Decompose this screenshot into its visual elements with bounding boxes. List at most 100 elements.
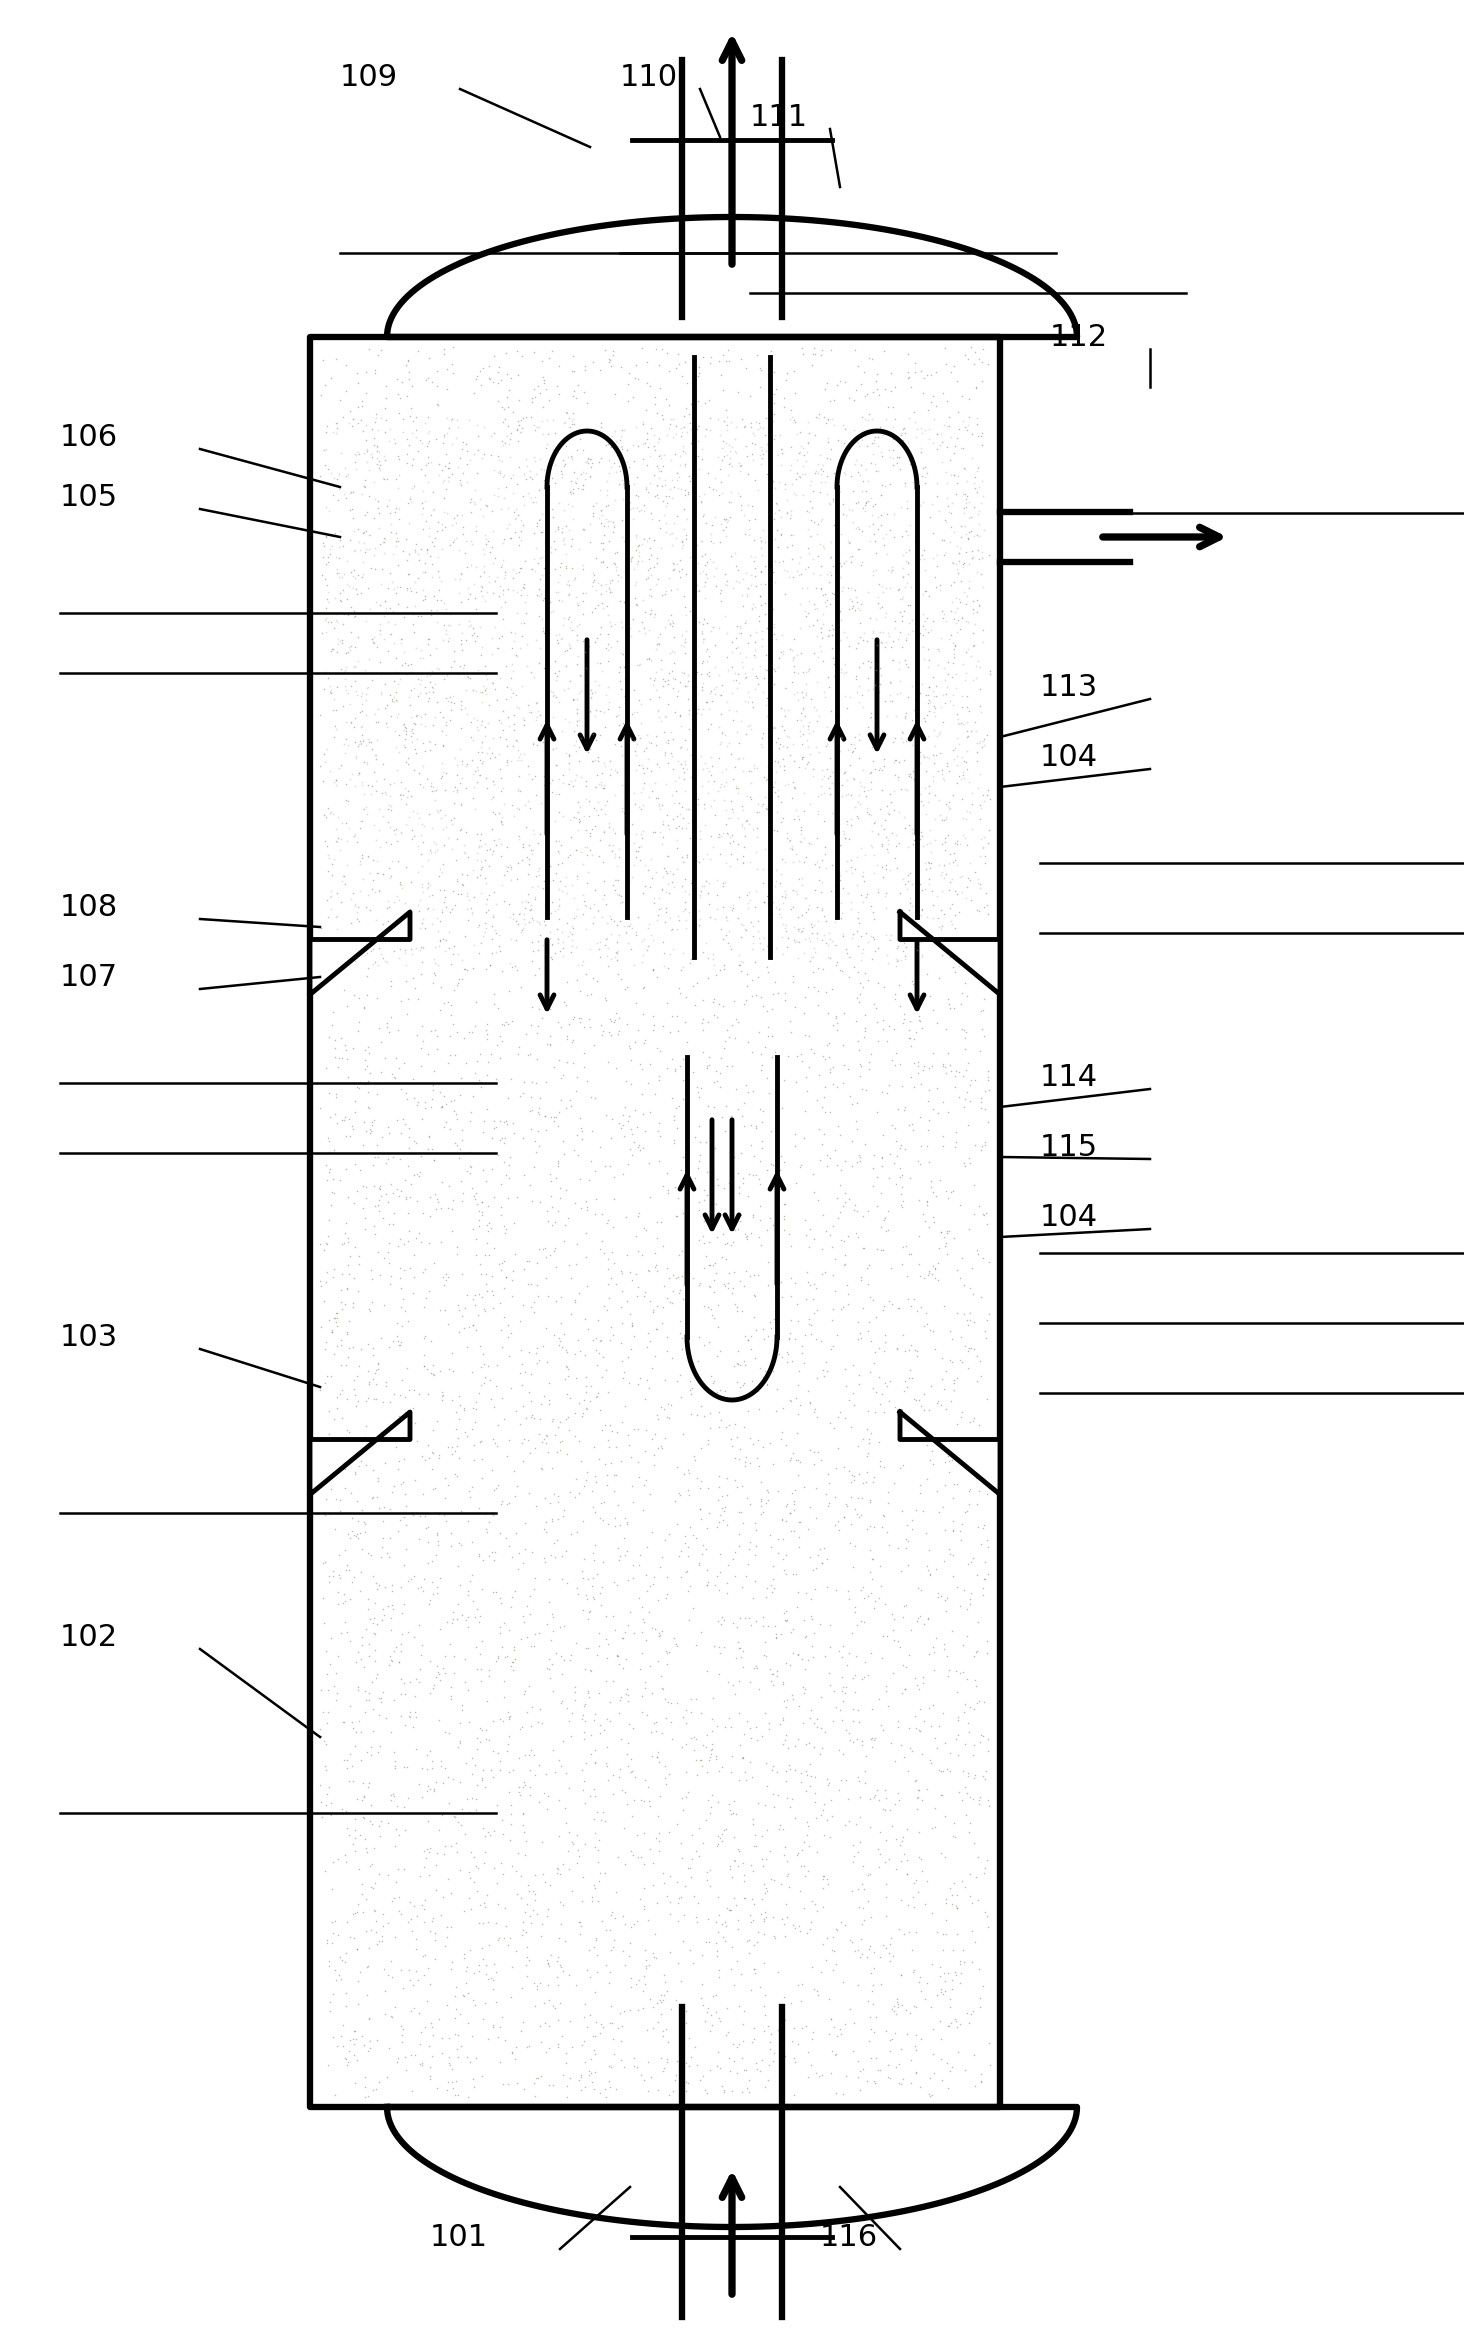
Point (789, 1035, 813, 1073)
Point (477, 1503, 501, 1540)
Point (827, 1771, 851, 1809)
Point (442, 972, 466, 1010)
Point (893, 696, 916, 734)
Point (341, 1512, 365, 1549)
Point (714, 1505, 738, 1542)
Point (830, 1290, 854, 1327)
Point (417, 421, 441, 458)
Point (877, 1066, 900, 1103)
Text: 112: 112 (1050, 323, 1108, 351)
Point (637, 741, 660, 778)
Point (692, 568, 716, 605)
Point (515, 1958, 539, 1996)
Point (798, 467, 821, 505)
Point (524, 1874, 548, 1912)
Point (584, 1828, 608, 1865)
Point (916, 774, 940, 811)
Point (892, 1395, 915, 1433)
Point (523, 757, 546, 795)
Point (848, 1888, 871, 1926)
Point (630, 703, 653, 741)
Point (772, 1552, 795, 1589)
Point (679, 1374, 703, 1412)
Point (476, 1056, 499, 1094)
Point (343, 699, 366, 736)
Point (609, 348, 632, 386)
Point (728, 477, 751, 514)
Point (729, 918, 752, 956)
Point (444, 1998, 467, 2036)
Point (949, 1318, 972, 1355)
Point (786, 1636, 810, 1673)
Point (466, 708, 489, 746)
Point (356, 837, 379, 874)
Point (353, 2068, 376, 2106)
Point (761, 1447, 785, 1484)
Point (953, 2052, 976, 2089)
Point (331, 1101, 354, 1138)
Point (438, 444, 461, 481)
Point (625, 2047, 649, 2085)
Point (359, 724, 382, 762)
Point (662, 2073, 685, 2110)
Point (442, 523, 466, 561)
Point (391, 533, 414, 570)
Point (972, 1197, 996, 1234)
Point (774, 1591, 798, 1629)
Point (348, 1573, 372, 1610)
Point (356, 839, 379, 876)
Point (458, 1858, 482, 1895)
Point (634, 1381, 657, 1419)
Point (789, 809, 813, 846)
Point (769, 1807, 792, 1844)
Point (837, 523, 861, 561)
Point (676, 1122, 700, 1159)
Point (789, 914, 813, 951)
Point (678, 404, 701, 442)
Point (845, 659, 868, 696)
Point (884, 444, 908, 481)
Point (370, 549, 394, 587)
Point (963, 470, 987, 507)
Point (830, 895, 854, 932)
Point (369, 526, 392, 563)
Point (509, 841, 533, 879)
Point (546, 1484, 569, 1521)
Point (546, 1192, 569, 1229)
Point (414, 1278, 438, 1316)
Point (716, 1573, 739, 1610)
Point (925, 547, 949, 584)
Point (328, 832, 351, 869)
Point (874, 851, 897, 888)
Point (584, 1318, 608, 1355)
Point (893, 414, 916, 451)
Point (416, 1830, 439, 1867)
Point (899, 883, 922, 921)
Point (480, 734, 504, 771)
Point (389, 365, 413, 402)
Point (673, 1867, 697, 1905)
Point (761, 1898, 785, 1935)
Point (760, 332, 783, 369)
Point (799, 825, 823, 862)
Point (848, 591, 871, 629)
Point (925, 1005, 949, 1042)
Point (473, 671, 496, 708)
Point (527, 1414, 550, 1451)
Point (908, 820, 931, 858)
Point (691, 664, 714, 701)
Point (750, 1129, 773, 1166)
Point (577, 1629, 600, 1666)
Point (957, 1402, 981, 1440)
Point (739, 566, 763, 603)
Point (441, 1381, 464, 1419)
Point (490, 425, 514, 463)
Point (587, 930, 610, 968)
Point (340, 944, 363, 982)
Point (316, 897, 340, 935)
Point (717, 1019, 741, 1056)
Point (379, 514, 403, 552)
Point (602, 512, 625, 549)
Point (808, 767, 832, 804)
Point (473, 1101, 496, 1138)
